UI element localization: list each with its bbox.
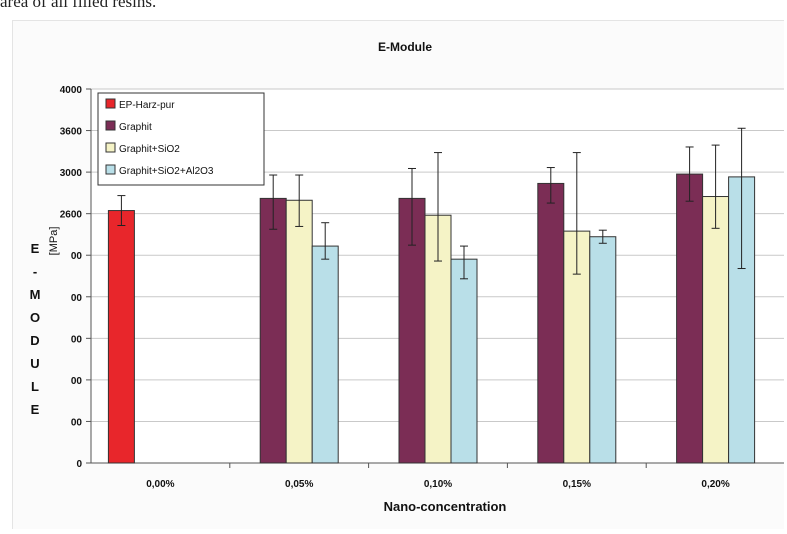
bar-graphit-sio2-al2o3 — [589, 236, 617, 464]
y-tick-label: 2600 — [60, 210, 83, 221]
bar-graphit-sio2 — [285, 199, 313, 464]
y-tick-label: 00 — [71, 334, 83, 345]
y-axis-label-letter: O — [30, 310, 40, 325]
y-axis-label-letter: M — [30, 287, 41, 302]
legend-box — [97, 92, 265, 186]
y-tick-label: 00 — [71, 293, 83, 304]
caption-text: area of all filled resins. — [0, 0, 157, 11]
x-tick-label: 0,20% — [701, 479, 729, 490]
bar-ep-harz-pur — [107, 210, 135, 464]
y-tick-label: 0 — [76, 459, 82, 470]
bar-graphit — [537, 182, 565, 464]
y-axis-label-letter: E — [31, 402, 40, 417]
y-tick-label: 00 — [71, 417, 83, 428]
bar-graphit-sio2-al2o3 — [311, 245, 339, 464]
legend-label: Graphit+SiO2 — [119, 144, 180, 155]
x-tick-label: 0,15% — [563, 479, 591, 490]
y-axis-label-letter: D — [30, 333, 39, 348]
legend-label: Graphit — [119, 122, 152, 133]
x-tick-label: 0,10% — [424, 479, 452, 490]
y-axis-label-letter: E — [31, 241, 40, 256]
legend-swatch — [105, 120, 116, 131]
legend-swatch — [105, 98, 116, 109]
y-tick-label: 00 — [71, 251, 83, 262]
legend-label: EP-Harz-pur — [119, 100, 175, 111]
legend: EP-Harz-pur Graphit Graphit+SiO2 Graphit+Si… — [97, 92, 265, 186]
legend-swatch — [105, 164, 116, 175]
y-axis-label-letter: - — [33, 264, 37, 279]
legend-swatch — [105, 142, 116, 153]
bar-graphit-sio2-al2o3 — [450, 258, 478, 464]
y-axis-label-letter: L — [31, 379, 39, 394]
legend-label: Graphit+SiO2+Al2O3 — [119, 166, 214, 177]
bar-graphit-sio2 — [702, 196, 730, 464]
y-tick-label: 3600 — [60, 127, 83, 138]
chart-title: E-Module — [378, 40, 432, 54]
y-tick-label: 3000 — [60, 168, 83, 179]
y-tick-label: 00 — [71, 376, 83, 387]
y-tick-label: 4000 — [60, 85, 83, 96]
x-tick-label: 0,00% — [146, 479, 174, 490]
bar-graphit — [676, 173, 704, 464]
bar-graphit — [259, 197, 287, 464]
chart-card: E-Module 0 00 00 00 00 00 2600 3000 3600 4000 0,00… — [12, 20, 785, 529]
x-axis-label: Nano-concentration — [384, 499, 507, 514]
y-axis-unit-label: [MPa] — [48, 227, 60, 256]
x-tick-label: 0,05% — [285, 479, 313, 490]
y-axis-label-letter: U — [30, 356, 39, 371]
e-module-chart: E-Module 0000000000026003000360040000,00… — [30, 40, 785, 514]
